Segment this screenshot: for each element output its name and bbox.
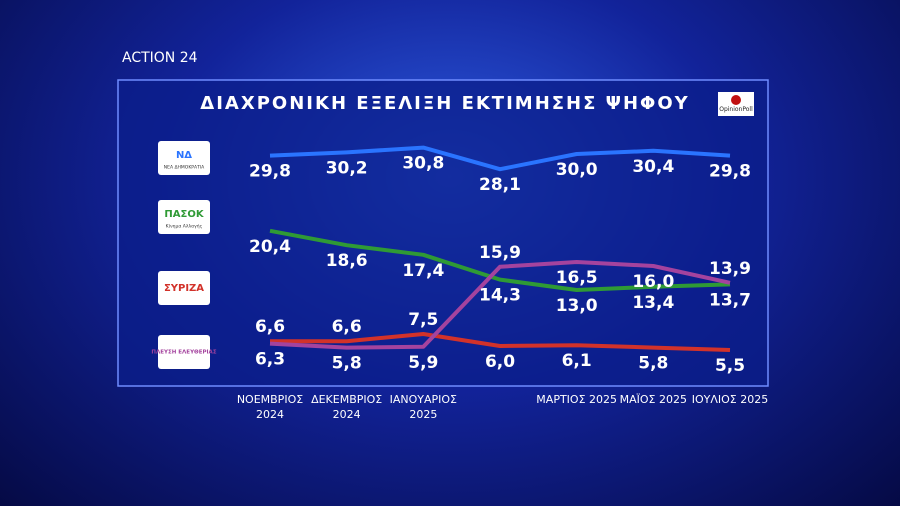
- value-label: 6,6: [255, 317, 285, 337]
- value-label: 28,1: [479, 175, 521, 195]
- legend-logo: [158, 200, 210, 234]
- value-label: 30,0: [556, 160, 598, 180]
- line: [269, 228, 731, 292]
- value-label: 30,4: [632, 157, 674, 177]
- value-label: 16,5: [556, 268, 598, 288]
- legend-label: ΣΥΡΙΖΑ: [164, 283, 204, 294]
- value-label: 20,4: [249, 237, 291, 257]
- value-label: 6,1: [562, 351, 592, 371]
- value-label: 6,0: [485, 352, 515, 372]
- value-label: 29,8: [709, 162, 751, 182]
- x-tick-label: ΜΑΡΤΙΟΣ 2025: [536, 393, 618, 406]
- line: [270, 332, 731, 352]
- x-tick-label: ΔΕΚΕΜΒΡΙΟΣ 2024: [311, 393, 383, 421]
- line: [269, 145, 731, 172]
- legend-logo: [158, 141, 210, 175]
- legend-logo: [158, 271, 210, 305]
- value-label: 6,6: [332, 317, 362, 337]
- value-label: 5,5: [715, 356, 745, 376]
- value-label: 13,7: [709, 290, 751, 310]
- value-label: 15,9: [479, 243, 521, 263]
- value-label: 13,9: [709, 259, 751, 279]
- legend-label: ΠΑΣΟΚ: [164, 209, 204, 220]
- value-label: 18,6: [326, 251, 368, 271]
- value-label: 13,4: [632, 293, 674, 313]
- value-label: 6,3: [255, 350, 285, 370]
- value-label: 29,8: [249, 162, 291, 182]
- brand: ACTION 24: [122, 50, 198, 66]
- legend: ΝΔ ΝΕΑ ΔΗΜΟΚΡΑΤΙΑ ΠΑΣΟΚ Κίνημα Αλλαγής ΣΥΡΙΖ…: [151, 141, 217, 369]
- x-tick-label: ΙΑΝΟΥΑΡΙΟΣ 2025: [389, 393, 458, 421]
- legend-sublabel: Κίνημα Αλλαγής: [166, 223, 203, 230]
- line: [269, 260, 731, 350]
- value-label: 13,0: [556, 296, 598, 316]
- x-tick-label: ΙΟΥΛΙΟΣ 2025: [691, 393, 769, 406]
- legend-logo: [158, 335, 210, 369]
- value-label: 30,8: [402, 154, 444, 174]
- legend-sublabel: ΝΕΑ ΔΗΜΟΚΡΑΤΙΑ: [164, 165, 205, 171]
- chart-title: ΔΙΑΧΡΟΝΙΚΗ ΕΞΕΛΙΞΗ ΕΚΤΙΜΗΣΗΣ ΨΗΦΟΥ: [200, 93, 689, 114]
- legend-label: ΝΔ: [176, 150, 192, 161]
- value-label: 7,5: [408, 310, 438, 330]
- value-label: 5,8: [638, 354, 668, 374]
- value-label: 30,2: [326, 158, 368, 178]
- x-tick-label: ΝΟΕΜΒΡΙΟΣ 2024: [236, 393, 304, 421]
- source-icon: [731, 95, 741, 105]
- value-label: 17,4: [402, 261, 444, 281]
- x-tick-label: ΜΑΪΟΣ 2025: [619, 393, 687, 406]
- value-label: 16,0: [632, 272, 674, 292]
- value-label: 5,9: [408, 353, 438, 373]
- value-label: 5,8: [332, 354, 362, 374]
- legend-label: ΠΛΕΥΣΗ ΕΛΕΥΘΕΡΙΑΣ: [151, 350, 216, 356]
- value-label: 14,3: [479, 286, 521, 306]
- panel: [117, 79, 769, 387]
- source: OpinionPoll: [719, 106, 753, 113]
